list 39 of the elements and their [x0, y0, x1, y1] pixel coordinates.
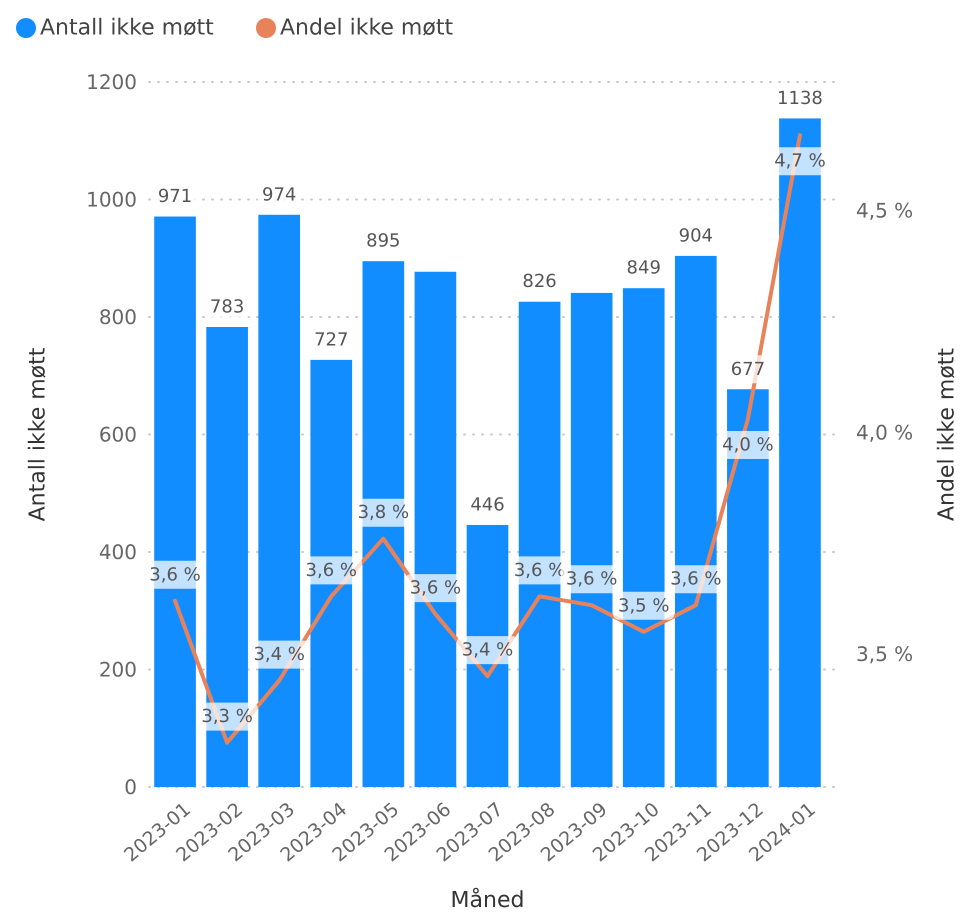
- y2-tick-label: 4,5 %: [856, 198, 914, 223]
- data-label: 974: [262, 184, 296, 206]
- data-label: 826: [522, 271, 557, 292]
- data-label: 3,4 %: [253, 644, 305, 666]
- y-tick-label: 1000: [86, 188, 137, 212]
- data-label: 849: [626, 258, 661, 279]
- data-label: 4,7 %: [774, 150, 826, 172]
- x-axis-title: Måned: [450, 887, 524, 913]
- data-label: 3,6 %: [149, 564, 201, 586]
- y-tick-label: 1200: [86, 70, 137, 94]
- y2-tick-label: 3,5 %: [856, 642, 914, 666]
- data-label: 3,6 %: [306, 560, 357, 581]
- data-label: 3,4 %: [462, 640, 514, 661]
- data-label: 783: [210, 296, 244, 318]
- data-label: 971: [158, 186, 192, 208]
- y-tick-label: 0: [124, 775, 137, 799]
- data-label: 3,6 %: [514, 560, 566, 581]
- y-tick-label: 200: [98, 658, 137, 682]
- y-tick-label: 600: [98, 422, 137, 446]
- data-label: 3,8 %: [358, 502, 410, 524]
- data-label: 727: [314, 329, 348, 350]
- y2-axis-title: Andel ikke møtt: [934, 348, 960, 522]
- y2-tick-label: 4,0 %: [856, 420, 914, 444]
- y-tick-label: 400: [98, 540, 137, 564]
- legend-label: Antall ikke møtt: [40, 16, 214, 40]
- data-label: 446: [470, 494, 505, 516]
- data-label: 3,6 %: [410, 578, 462, 599]
- data-label: 3,5 %: [618, 595, 670, 616]
- data-label: 3,6 %: [566, 568, 618, 590]
- data-label: 4,0 %: [722, 434, 774, 456]
- y-tick-label: 800: [98, 305, 137, 329]
- data-label: 1138: [777, 88, 823, 109]
- legend-label: Andel ikke møtt: [280, 16, 454, 40]
- data-label: 677: [730, 358, 766, 380]
- data-label: 3,3 %: [201, 706, 253, 728]
- data-label: 904: [678, 225, 713, 246]
- y-axis-title: Antall ikke møtt: [26, 347, 50, 522]
- data-label: 3,6 %: [670, 568, 722, 590]
- data-label: 895: [366, 230, 401, 252]
